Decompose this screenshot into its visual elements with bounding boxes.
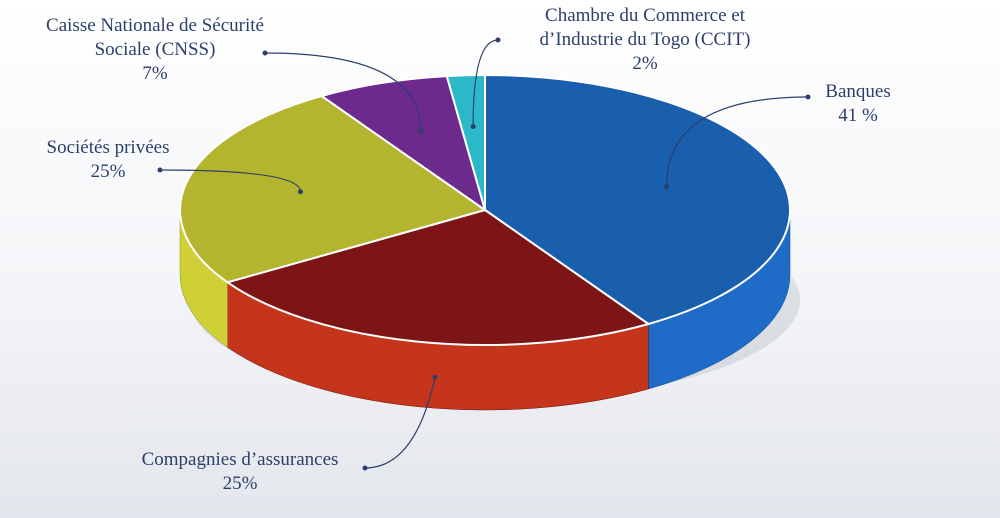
category-name: Chambre du Commerce et d’Industrie du To… [539, 5, 751, 50]
leader-dot [664, 184, 670, 190]
leader-dot [362, 465, 368, 471]
pie-slice [179, 94, 488, 284]
leader-line [264, 52, 422, 132]
leader-dot [495, 37, 501, 43]
pie-slice [319, 75, 487, 213]
value-label: 25% [90, 161, 126, 182]
slice-label: Chambre du Commerce et d’Industrie du To… [540, 4, 751, 76]
value-label: 25% [222, 473, 258, 494]
value-label: 7% [142, 63, 168, 84]
pie-slice [445, 73, 486, 211]
leader-dot [418, 128, 424, 134]
leader-dot [262, 50, 268, 56]
category-name: Banques [825, 81, 891, 102]
leader-dot [157, 167, 163, 173]
leader-dot [297, 189, 303, 195]
leader-line [364, 377, 436, 469]
value-label: 41 % [838, 105, 878, 126]
value-label: 2% [632, 53, 658, 74]
slice-label: Banques 41 % [825, 80, 890, 128]
category-name: Caisse Nationale de Sécurité Sociale (CN… [46, 15, 264, 60]
leader-line [472, 39, 499, 127]
leader-dot [432, 374, 438, 380]
slice-label: Sociétés privées 25% [47, 136, 170, 184]
category-name: Sociétés privées [46, 137, 170, 158]
slice-label: Caisse Nationale de Sécurité Sociale (CN… [46, 14, 264, 86]
leader-dot [470, 123, 476, 129]
leader-line [666, 96, 809, 187]
category-name: Compagnies d’assurances [141, 449, 339, 470]
leader-line [159, 169, 302, 192]
slice-label: Compagnies d’assurances 25% [142, 448, 339, 496]
pie-slice [225, 208, 651, 346]
leader-dot [805, 94, 811, 100]
pie-slice [484, 73, 792, 326]
